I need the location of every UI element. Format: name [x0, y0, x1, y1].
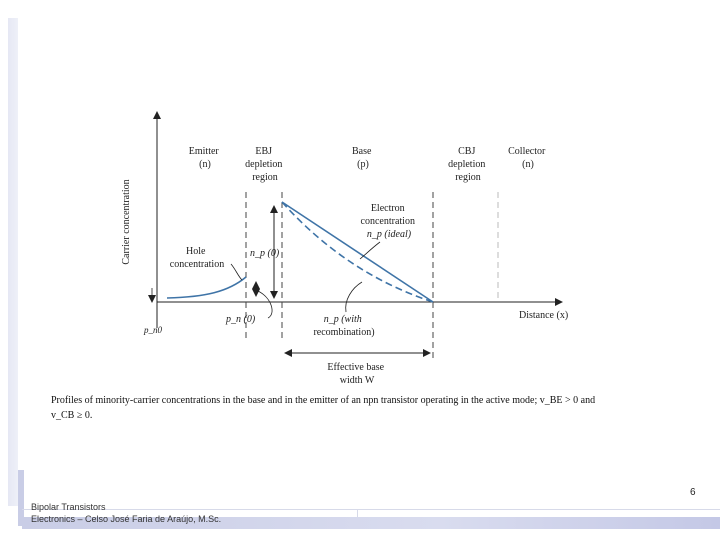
ebj-label-line3: region	[252, 172, 278, 183]
cbj-label-line2: depletion	[448, 159, 485, 170]
electron-ideal-line	[281, 201, 434, 303]
electron-concentration-label-line3: n_p (ideal)	[367, 229, 412, 240]
figure-caption: Profiles of minority-carrier concentrati…	[51, 393, 661, 423]
np0-label-text: n_p (0)	[250, 248, 280, 259]
x-axis-label-text: Distance (x)	[519, 310, 568, 321]
cbj-label: CBJ depletion region	[448, 146, 488, 183]
electron-concentration-leader	[359, 241, 381, 260]
left-decorative-bar	[8, 18, 18, 506]
pn0-axis-label: p_n0	[143, 325, 163, 335]
minority-carrier-diagram: Carrier concentration Distance (x) Emitt…	[121, 111, 568, 386]
base-label-line2: (p)	[357, 159, 369, 170]
pn0-label: p_n (0)	[225, 314, 256, 325]
hole-concentration-leader	[230, 263, 243, 281]
cbj-label-line3: region	[455, 172, 481, 183]
electron-concentration-label-line1: Electron	[371, 203, 405, 214]
recombination-label: n_p (with recombination)	[313, 314, 374, 338]
caption-line-1: Profiles of minority-carrier concentrati…	[51, 395, 596, 406]
electron-concentration-label: Electron concentration n_p (ideal)	[361, 203, 418, 240]
left-decorative-bar-tail	[18, 470, 24, 526]
ebj-label-line2: depletion	[245, 159, 282, 170]
page-number: 6	[690, 487, 696, 498]
bottom-decorative-bar	[22, 517, 720, 529]
effective-base-width-line1: Effective base	[327, 362, 384, 373]
hole-concentration-curve	[166, 276, 247, 299]
y-axis-label: Carrier concentration	[121, 179, 132, 264]
recombination-leader	[345, 281, 363, 313]
effective-base-width-line2: width W	[340, 375, 375, 386]
footer-title: Bipolar Transistors	[31, 502, 106, 512]
pn0-axis-label-text: p_n0	[143, 325, 163, 335]
pn0-label-text: p_n (0)	[225, 314, 256, 325]
footer-course: Electronics – Celso José Faria de Araújo…	[31, 514, 222, 524]
emitter-label-line1: Emitter	[189, 146, 220, 157]
ebj-label: EBJ depletion region	[245, 146, 285, 183]
hole-concentration-label: Hole concentration	[170, 246, 224, 270]
np0-label: n_p (0)	[250, 248, 280, 259]
effective-base-width-label: Effective base width W	[327, 362, 386, 386]
footer: Bipolar Transistors Electronics – Celso …	[31, 501, 221, 525]
pn0-leader	[257, 290, 273, 319]
caption-line-2: v_CB ≥ 0.	[51, 410, 93, 421]
electron-recombination-curve	[281, 201, 434, 303]
hole-concentration-label-line1: Hole	[186, 246, 206, 257]
hole-concentration-label-line2: concentration	[170, 259, 224, 270]
base-label-line1: Base	[352, 146, 372, 157]
footer-divider-notch	[357, 509, 358, 517]
collector-label: Collector (n)	[508, 146, 548, 170]
recombination-label-line2: recombination)	[313, 327, 374, 338]
collector-label-line1: Collector	[508, 146, 546, 157]
ebj-label-line1: EBJ	[255, 146, 272, 157]
emitter-label-line2: (n)	[199, 159, 211, 170]
base-label: Base (p)	[352, 146, 374, 170]
collector-label-line2: (n)	[522, 159, 534, 170]
footer-divider	[22, 509, 720, 517]
electron-concentration-label-line2: concentration	[361, 216, 415, 227]
x-axis-label: Distance (x)	[519, 310, 568, 321]
cbj-label-line1: CBJ	[458, 146, 475, 157]
emitter-label: Emitter (n)	[189, 146, 222, 170]
y-axis-label-text: Carrier concentration	[121, 179, 132, 264]
recombination-label-line1: n_p (with	[324, 314, 362, 325]
